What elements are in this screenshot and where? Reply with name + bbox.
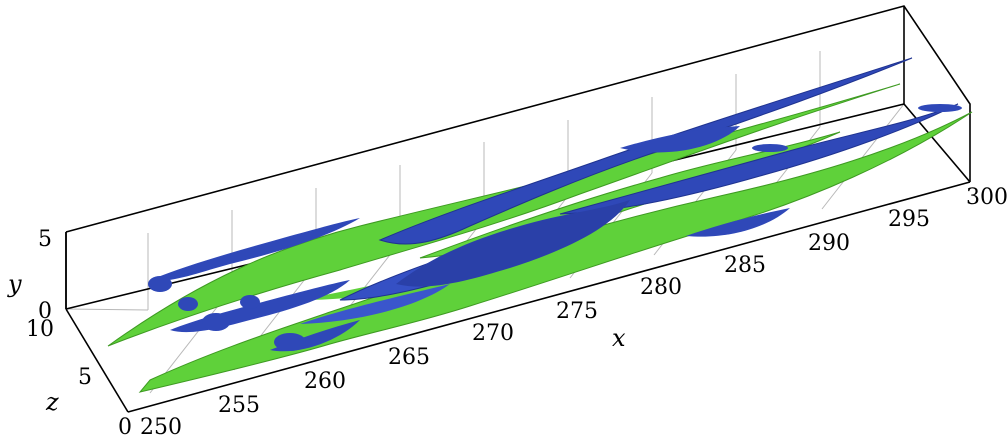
z-tick-label: 5 <box>78 365 92 390</box>
x-tick-label: 255 <box>218 393 260 418</box>
y-axis: 5 0 y <box>7 227 52 324</box>
y-axis-title: y <box>7 270 22 298</box>
x-tick-label: 270 <box>472 321 514 346</box>
x-tick-label: 295 <box>888 207 930 232</box>
x-tick-label: 280 <box>640 275 682 300</box>
z-tick-label: 10 <box>26 317 54 342</box>
z-axis: 10 5 0 z <box>26 317 132 438</box>
isosurface-blue <box>148 57 962 352</box>
x-tick-label: 285 <box>724 253 766 278</box>
x-tick-label: 300 <box>966 185 1008 210</box>
x-tick-label: 290 <box>808 231 850 256</box>
y-tick-label: 5 <box>38 227 52 252</box>
z-axis-title: z <box>45 388 59 416</box>
x-tick-label: 260 <box>304 369 346 394</box>
z-tick-label: 0 <box>118 415 132 438</box>
box-front-edges <box>65 181 971 413</box>
x-tick-label: 250 <box>140 415 182 438</box>
x-axis: 250 255 260 265 270 275 280 285 290 295 … <box>140 185 1008 438</box>
x-axis-title: x <box>612 324 626 352</box>
x-tick-label: 265 <box>388 345 430 370</box>
x-tick-label: 275 <box>556 299 598 324</box>
y-tick-label: 0 <box>38 299 52 324</box>
